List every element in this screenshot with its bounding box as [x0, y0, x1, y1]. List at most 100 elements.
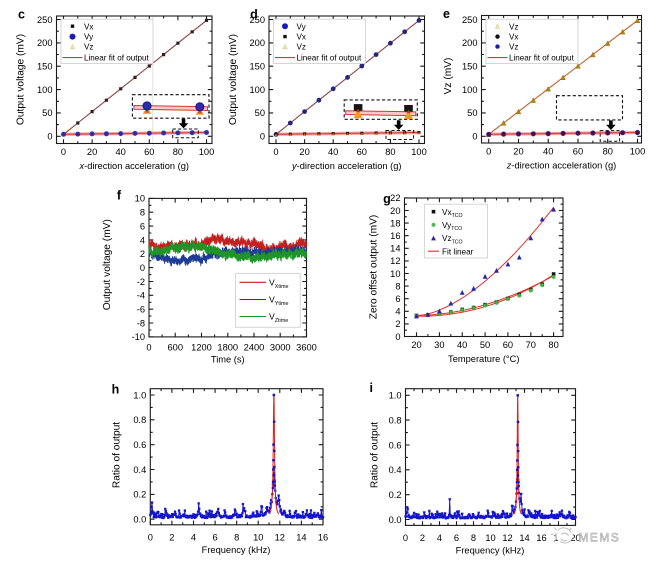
svg-text:22: 22 [390, 193, 400, 203]
svg-text:VzTCO: VzTCO [442, 234, 463, 245]
svg-text:10: 10 [135, 194, 145, 204]
svg-text:0.6: 0.6 [389, 440, 402, 450]
svg-text:200: 200 [462, 38, 478, 48]
svg-text:50: 50 [480, 340, 490, 350]
svg-text:Vz: Vz [84, 43, 93, 52]
svg-text:3600: 3600 [296, 342, 317, 352]
svg-text:6: 6 [454, 533, 459, 543]
svg-text:1.0: 1.0 [389, 391, 402, 401]
svg-text:150: 150 [37, 62, 53, 72]
svg-text:Vz: Vz [509, 43, 518, 52]
svg-text:80: 80 [385, 147, 395, 157]
svg-text:Vx: Vx [84, 22, 93, 31]
svg-text:Ratio of output: Ratio of output [370, 422, 381, 488]
svg-text:40: 40 [328, 147, 338, 157]
svg-text:6: 6 [395, 294, 400, 304]
svg-text:-6: -6 [137, 305, 145, 315]
svg-text:z-direction acceleration (g): z-direction acceleration (g) [506, 160, 617, 170]
svg-text:0.4: 0.4 [133, 465, 146, 475]
svg-text:e: e [443, 7, 450, 21]
svg-text:0: 0 [395, 332, 400, 342]
svg-text:Vx: Vx [509, 33, 518, 42]
svg-text:12: 12 [275, 533, 285, 543]
svg-text:100: 100 [630, 146, 646, 156]
svg-text:100: 100 [37, 85, 53, 95]
svg-text:70: 70 [526, 340, 536, 350]
svg-text:Linear fit of output: Linear fit of output [297, 54, 363, 63]
svg-text:100: 100 [249, 85, 265, 95]
svg-text:0.2: 0.2 [389, 490, 402, 500]
svg-text:4: 4 [140, 235, 145, 245]
svg-text:10: 10 [390, 269, 400, 279]
svg-text:1.0: 1.0 [133, 390, 146, 400]
svg-text:c: c [18, 8, 25, 22]
svg-text:250: 250 [249, 15, 265, 25]
svg-text:2: 2 [395, 319, 400, 329]
svg-text:d: d [250, 8, 258, 22]
svg-text:8: 8 [395, 281, 400, 291]
svg-text:20: 20 [411, 340, 421, 350]
svg-text:-4: -4 [137, 291, 145, 301]
svg-text:0.8: 0.8 [133, 415, 146, 425]
svg-text:y-direction acceleration (g): y-direction acceleration (g) [291, 161, 402, 171]
svg-text:250: 250 [37, 15, 53, 25]
svg-text:Linear fit of output: Linear fit of output [84, 54, 150, 63]
svg-text:1200: 1200 [191, 342, 212, 352]
svg-text:600: 600 [167, 342, 183, 352]
svg-text:20: 20 [87, 147, 97, 157]
svg-text:50: 50 [467, 108, 477, 118]
svg-text:Vx: Vx [297, 33, 306, 42]
svg-text:20: 20 [513, 146, 523, 156]
svg-text:Output voltage (mV): Output voltage (mV) [16, 34, 27, 125]
svg-text:Zero offset output (mV): Zero offset output (mV) [369, 215, 380, 320]
svg-text:16: 16 [536, 533, 546, 543]
svg-text:4: 4 [191, 533, 196, 543]
svg-text:0.6: 0.6 [133, 440, 146, 450]
svg-text:f: f [117, 188, 122, 202]
svg-text:Vy: Vy [84, 33, 94, 42]
svg-text:14: 14 [390, 244, 400, 254]
svg-text:g: g [383, 192, 391, 206]
svg-text:Frequency (kHz): Frequency (kHz) [202, 545, 271, 555]
svg-text:60: 60 [573, 146, 583, 156]
svg-text:40: 40 [543, 146, 553, 156]
svg-text:2: 2 [169, 533, 174, 543]
svg-text:200: 200 [249, 38, 265, 48]
svg-text:250: 250 [462, 15, 478, 25]
svg-text:50: 50 [255, 108, 265, 118]
svg-text:4: 4 [437, 533, 442, 543]
svg-text:80: 80 [603, 146, 613, 156]
svg-text:0.0: 0.0 [133, 515, 146, 525]
svg-text:Fit linear: Fit linear [442, 247, 474, 256]
svg-text:h: h [112, 382, 120, 396]
svg-text:12: 12 [502, 533, 512, 543]
svg-text:3000: 3000 [270, 342, 291, 352]
svg-text:200: 200 [37, 38, 53, 48]
svg-text:1800: 1800 [217, 342, 238, 352]
svg-text:4: 4 [395, 307, 400, 317]
svg-text:Linear fit of output: Linear fit of output [509, 54, 575, 63]
svg-text:18: 18 [390, 218, 400, 228]
svg-text:100: 100 [411, 147, 427, 157]
svg-text:Vy: Vy [297, 22, 307, 31]
svg-text:6: 6 [140, 221, 145, 231]
svg-text:2: 2 [420, 533, 425, 543]
svg-text:6: 6 [212, 533, 217, 543]
svg-text:100: 100 [199, 147, 215, 157]
svg-text:Ratio of output: Ratio of output [112, 422, 123, 488]
svg-text:VyTCO: VyTCO [442, 221, 462, 232]
svg-text:20: 20 [299, 147, 309, 157]
svg-text:0.0: 0.0 [389, 515, 402, 525]
svg-text:2: 2 [140, 249, 145, 259]
svg-text:10: 10 [253, 533, 263, 543]
svg-text:VxTCO: VxTCO [442, 208, 463, 219]
svg-text:8: 8 [140, 208, 145, 218]
svg-text:0: 0 [260, 132, 265, 142]
svg-text:16: 16 [318, 533, 328, 543]
svg-text:MEMS: MEMS [579, 531, 621, 545]
svg-text:0: 0 [148, 533, 153, 543]
svg-text:Frequency (kHz): Frequency (kHz) [456, 545, 525, 555]
svg-text:Vz: Vz [509, 22, 518, 31]
svg-text:0: 0 [61, 147, 66, 157]
svg-text:16: 16 [390, 231, 400, 241]
